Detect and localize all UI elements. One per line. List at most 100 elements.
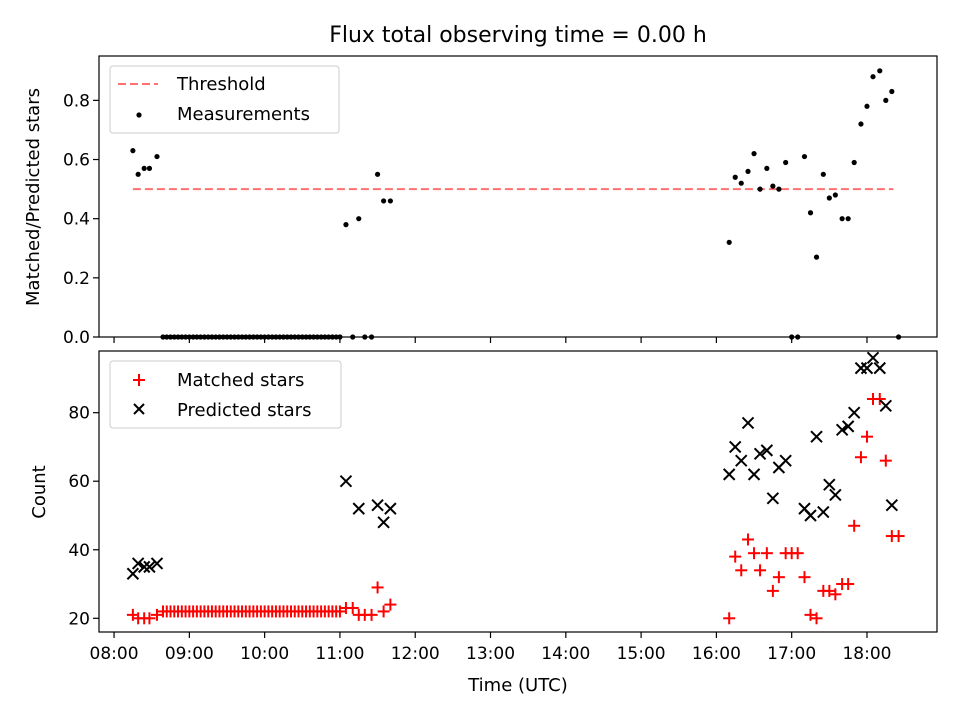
matched-star-point <box>143 612 156 625</box>
matched-star-point <box>729 550 742 563</box>
matched-star-point <box>723 612 736 625</box>
predicted-star-point <box>866 351 880 365</box>
predicted-star-point <box>766 492 780 505</box>
top-y-tick-label: 0.8 <box>63 91 90 111</box>
predicted-star-point <box>879 399 893 413</box>
bottom-axes-frame <box>98 350 938 633</box>
measurement-point <box>374 171 381 177</box>
measurement-point <box>356 216 362 222</box>
predicted-star-point <box>847 406 861 419</box>
top-x-ticks <box>113 337 868 343</box>
matched-star-point <box>346 602 359 615</box>
measurement-point <box>839 216 845 222</box>
matched-star-point <box>150 608 163 621</box>
predicted-star-point <box>741 416 755 430</box>
figure-title: Flux total observing time = 0.00 h <box>329 23 707 48</box>
measurement-point <box>130 148 136 154</box>
measurement-point <box>146 165 153 171</box>
measurement-point <box>883 97 889 103</box>
x-tick-label: 16:00 <box>692 644 741 664</box>
measurement-point <box>877 68 883 74</box>
matched-star-point <box>854 451 867 464</box>
top-y-tick-label: 0.4 <box>63 210 90 230</box>
predicted-star-point <box>835 423 849 437</box>
top-legend-box <box>109 65 340 134</box>
matched-star-point <box>384 598 397 611</box>
measurement-point <box>807 210 814 216</box>
matched-star-point <box>772 571 785 584</box>
measurement-point <box>776 186 782 192</box>
matched-star-point <box>371 581 384 594</box>
measurement-point <box>135 171 141 177</box>
matched-star-point <box>754 564 767 577</box>
legend-threshold-label: Threshold <box>176 74 266 95</box>
predicted-star-point <box>760 444 774 457</box>
measurement-point <box>851 159 857 166</box>
measurement-point <box>387 198 393 204</box>
measurement-point <box>726 239 732 245</box>
measurement-point <box>826 195 832 201</box>
measurement-point <box>141 165 147 171</box>
x-tick-label: 12:00 <box>391 644 440 664</box>
top-y-tick-label: 0.2 <box>63 269 90 289</box>
measurement-point <box>381 198 387 204</box>
predicted-star-point <box>841 420 855 433</box>
top-measurement-points <box>130 68 902 340</box>
x-tick-label: 11:00 <box>315 644 364 664</box>
predicted-star-point <box>150 557 164 570</box>
predicted-star-point <box>753 447 767 461</box>
measurement-point <box>889 88 895 95</box>
legend-predicted-label: Predicted stars <box>177 400 311 421</box>
x-tick-label: 09:00 <box>165 644 214 664</box>
predicted-star-point <box>885 499 899 512</box>
predicted-star-point <box>860 361 874 375</box>
matched-star-point <box>791 547 804 560</box>
matched-star-point <box>873 392 886 405</box>
legend-matched-label: Matched stars <box>177 370 304 391</box>
bottom-legend: Matched stars Predicted stars <box>109 360 342 429</box>
predicted-star-point <box>371 499 384 512</box>
measurement-point <box>745 168 751 174</box>
bottom-y-tick-label: 80 <box>68 404 90 424</box>
measurement-point <box>858 121 864 127</box>
measurement-point <box>154 153 160 160</box>
matched-star-point <box>760 547 773 560</box>
legend-measurements-label: Measurements <box>177 104 310 125</box>
top-legend: Threshold Measurements <box>109 65 340 134</box>
matched-star-point <box>823 584 836 597</box>
measurement-point <box>870 74 876 80</box>
predicted-star-point <box>735 454 748 467</box>
matched-star-point <box>860 430 873 443</box>
bottom-x-ticks: 08:00 09:00 10:00 11:00 12:00 13:00 14:00 15:00… <box>90 632 891 664</box>
matched-star-point <box>735 564 748 577</box>
matched-star-point <box>848 519 861 532</box>
measurement-point <box>845 216 851 222</box>
top-y-axis-label: Matched/Predicted stars <box>23 88 44 306</box>
measurement-point <box>820 171 826 177</box>
matched-star-point <box>829 588 842 601</box>
top-y-ticks: 0.0 0.2 0.4 0.6 0.8 <box>63 91 99 348</box>
predicted-star-point <box>137 560 151 574</box>
matched-star-point <box>879 454 892 467</box>
bottom-panel: 20 40 60 80 08:00 09:00 10:00 11:00 12:00 13:00 1… <box>29 350 938 696</box>
top-y-tick-label: 0.6 <box>63 151 90 171</box>
matched-star-point <box>798 571 811 584</box>
x-axis-label: Time (UTC) <box>467 675 568 696</box>
measurement-point <box>738 180 744 186</box>
predicted-star-point <box>823 478 836 491</box>
measurement-point <box>757 186 763 192</box>
matched-star-point <box>365 608 378 621</box>
predicted-star-point <box>722 468 736 481</box>
x-tick-label: 17:00 <box>767 644 816 664</box>
measurement-point <box>732 174 738 180</box>
top-panel: 0.00.20.40.60.8 Matched/Predicted stars … <box>23 55 938 348</box>
measurement-point <box>751 151 757 157</box>
predicted-star-point <box>126 567 140 580</box>
predicted-star-point <box>817 505 830 519</box>
matched-star-point <box>748 547 761 560</box>
predicted-star-point <box>729 440 742 454</box>
bottom-y-ticks: 20 40 60 80 <box>68 404 99 629</box>
predicted-star-point <box>804 509 817 522</box>
